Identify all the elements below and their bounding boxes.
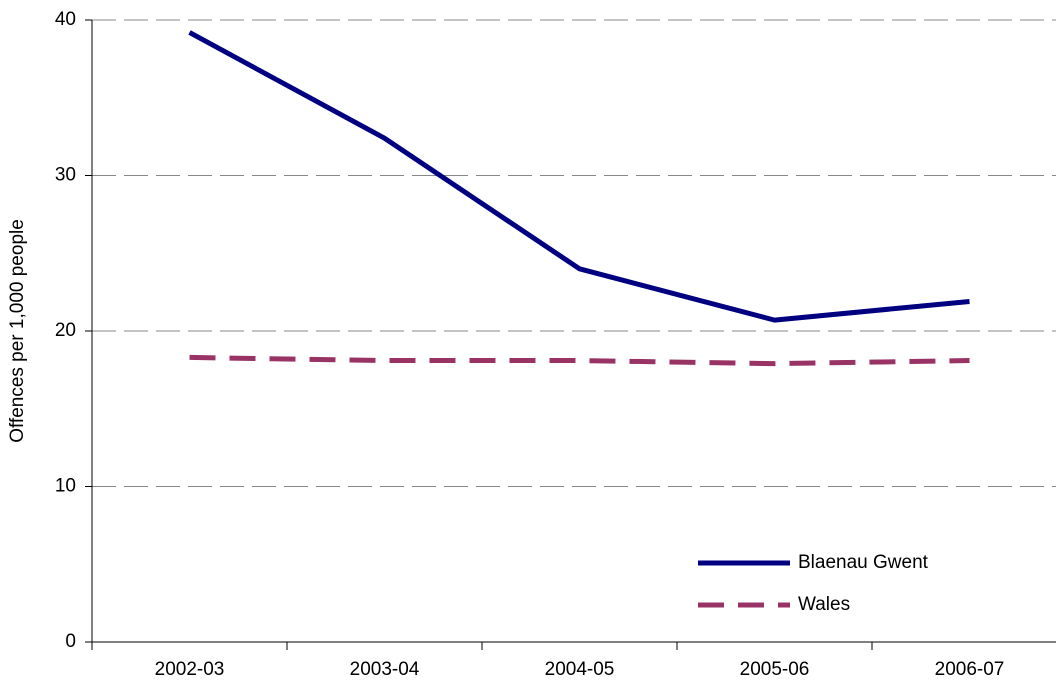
series-line: [189, 354, 970, 367]
x-tick-label: 2004-05: [545, 659, 615, 680]
y-axis-title: Offences per 1,000 people: [7, 219, 28, 443]
x-tick-label: 2005-06: [740, 659, 810, 680]
y-tick-label: 20: [55, 320, 76, 341]
x-tick-label: 2002-03: [155, 659, 225, 680]
y-tick-label: 10: [55, 476, 76, 497]
y-tick-label: 30: [55, 165, 76, 186]
y-tick-label: 40: [55, 9, 76, 30]
y-tick-label: 0: [65, 631, 76, 652]
x-tick-label: 2006-07: [935, 659, 1005, 680]
series-line: [188, 30, 970, 323]
legend-label: Blaenau Gwent: [798, 552, 929, 573]
x-tick-label: 2003-04: [350, 659, 420, 680]
legend-label: Wales: [798, 594, 850, 615]
